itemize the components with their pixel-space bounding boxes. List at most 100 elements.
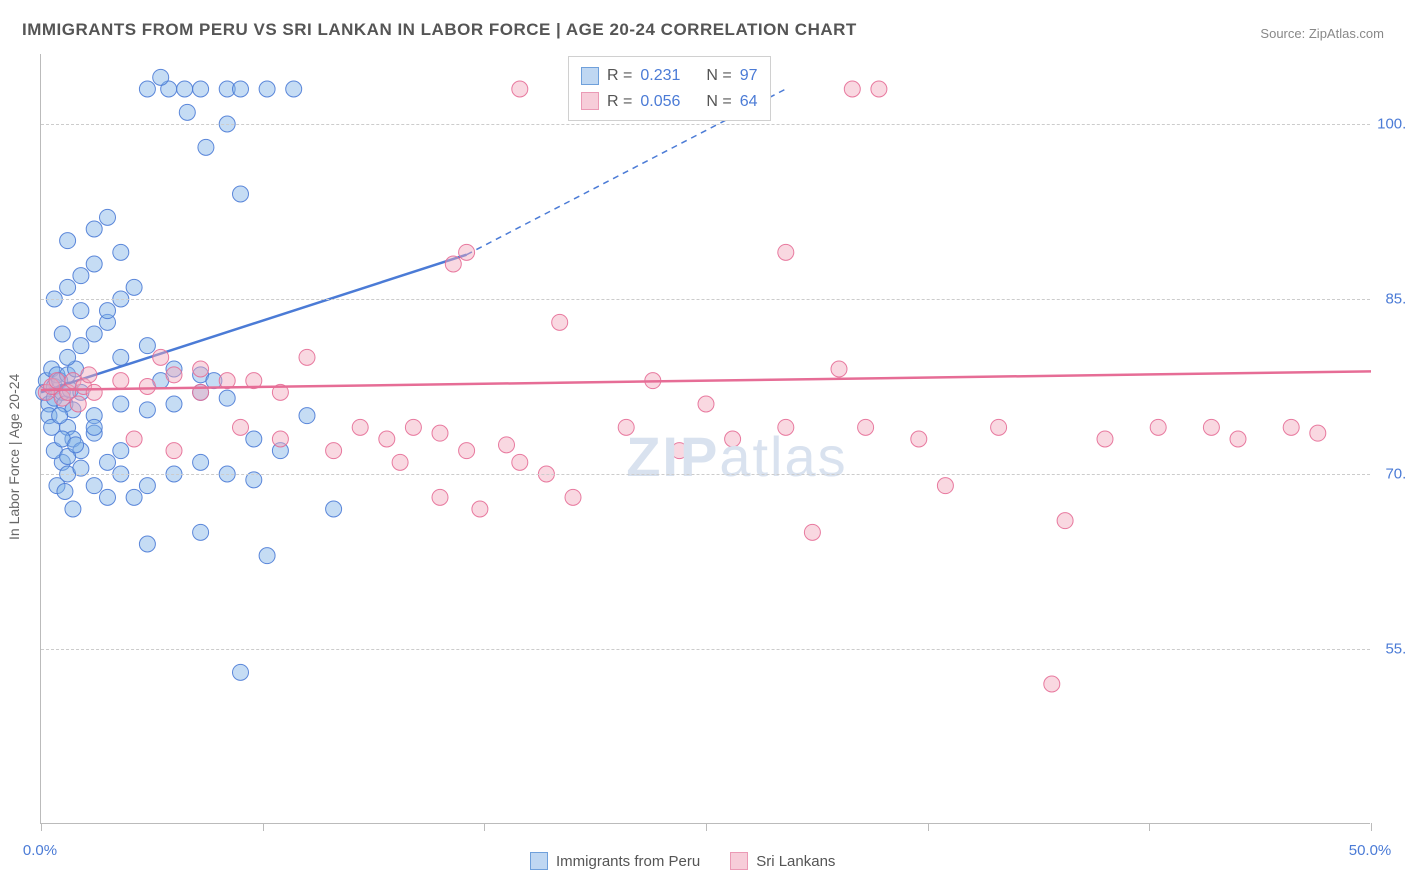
data-point <box>405 419 421 435</box>
data-point <box>259 81 275 97</box>
data-point <box>54 326 70 342</box>
data-point <box>911 431 927 447</box>
data-point <box>1150 419 1166 435</box>
x-tick <box>928 823 929 831</box>
data-point <box>198 139 214 155</box>
source-link[interactable]: ZipAtlas.com <box>1309 26 1384 41</box>
x-tick-label: 50.0% <box>1349 842 1392 859</box>
data-point <box>166 367 182 383</box>
data-point <box>272 431 288 447</box>
data-point <box>86 419 102 435</box>
data-point <box>86 326 102 342</box>
data-point <box>139 536 155 552</box>
legend-item[interactable]: Immigrants from Peru <box>530 852 700 870</box>
series-swatch <box>581 67 599 85</box>
data-point <box>725 431 741 447</box>
x-tick <box>1371 823 1372 831</box>
n-value: 64 <box>740 89 758 115</box>
data-point <box>1203 419 1219 435</box>
data-point <box>73 268 89 284</box>
x-tick <box>41 823 42 831</box>
data-point <box>858 419 874 435</box>
data-point <box>60 279 76 295</box>
x-tick <box>484 823 485 831</box>
plot-area: ZIPatlas 55.0%70.0%85.0%100.0% <box>40 54 1370 824</box>
data-point <box>326 443 342 459</box>
stats-row: R =0.231N =97 <box>581 63 758 89</box>
y-tick-label: 85.0% <box>1385 291 1406 308</box>
data-point <box>459 443 475 459</box>
data-point <box>139 338 155 354</box>
data-point <box>100 303 116 319</box>
legend-label: Immigrants from Peru <box>556 853 700 870</box>
data-point <box>65 501 81 517</box>
data-point <box>499 437 515 453</box>
plot-svg <box>41 54 1370 823</box>
series-swatch <box>581 92 599 110</box>
data-point <box>139 402 155 418</box>
data-point <box>60 349 76 365</box>
data-point <box>113 443 129 459</box>
correlation-chart: IMMIGRANTS FROM PERU VS SRI LANKAN IN LA… <box>0 0 1406 892</box>
data-point <box>166 443 182 459</box>
data-point <box>432 425 448 441</box>
data-point <box>871 81 887 97</box>
data-point <box>379 431 395 447</box>
data-point <box>113 244 129 260</box>
data-point <box>1230 431 1246 447</box>
data-point <box>70 396 86 412</box>
data-point <box>991 419 1007 435</box>
data-point <box>698 396 714 412</box>
data-point <box>259 548 275 564</box>
r-value: 0.056 <box>640 89 680 115</box>
stats-row: R =0.056N =64 <box>581 89 758 115</box>
data-point <box>193 524 209 540</box>
data-point <box>86 478 102 494</box>
data-point <box>86 384 102 400</box>
n-value: 97 <box>740 63 758 89</box>
legend-swatch <box>730 852 748 870</box>
data-point <box>139 379 155 395</box>
data-point <box>113 396 129 412</box>
data-point <box>1310 425 1326 441</box>
y-tick-label: 100.0% <box>1377 116 1406 133</box>
data-point <box>445 256 461 272</box>
y-tick-label: 70.0% <box>1385 466 1406 483</box>
data-point <box>565 489 581 505</box>
data-point <box>1097 431 1113 447</box>
data-point <box>60 233 76 249</box>
legend-item[interactable]: Sri Lankans <box>730 852 835 870</box>
chart-title: IMMIGRANTS FROM PERU VS SRI LANKAN IN LA… <box>22 20 857 40</box>
data-point <box>233 186 249 202</box>
x-tick <box>263 823 264 831</box>
data-point <box>671 443 687 459</box>
data-point <box>778 419 794 435</box>
gridline-h <box>41 474 1370 475</box>
data-point <box>937 478 953 494</box>
x-tick-label: 0.0% <box>23 842 57 859</box>
data-point <box>153 69 169 85</box>
data-point <box>1044 676 1060 692</box>
legend-swatch <box>530 852 548 870</box>
data-point <box>57 484 73 500</box>
data-point <box>179 104 195 120</box>
r-label: R = <box>607 89 632 115</box>
data-point <box>459 244 475 260</box>
data-point <box>831 361 847 377</box>
data-point <box>73 338 89 354</box>
data-point <box>126 431 142 447</box>
r-label: R = <box>607 63 632 89</box>
data-point <box>177 81 193 97</box>
gridline-h <box>41 649 1370 650</box>
data-point <box>153 349 169 365</box>
legend: Immigrants from Peru Sri Lankans <box>530 852 835 870</box>
data-point <box>472 501 488 517</box>
data-point <box>286 81 302 97</box>
data-point <box>299 408 315 424</box>
data-point <box>193 361 209 377</box>
data-point <box>100 454 116 470</box>
data-point <box>392 454 408 470</box>
data-point <box>86 221 102 237</box>
data-point <box>618 419 634 435</box>
data-point <box>68 437 84 453</box>
